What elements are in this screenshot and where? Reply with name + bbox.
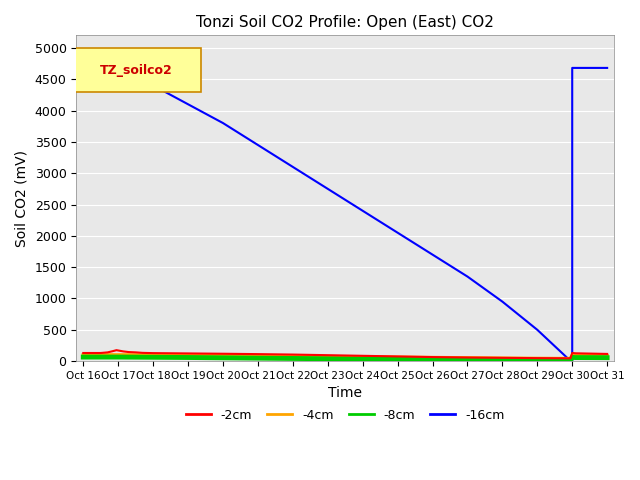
-2cm <box>429 354 436 360</box>
-16cm <box>565 356 573 362</box>
-16cm <box>219 120 227 126</box>
-2cm <box>566 355 574 361</box>
-16cm <box>324 186 332 192</box>
-16cm <box>394 230 401 236</box>
-4cm <box>572 353 580 359</box>
FancyBboxPatch shape <box>72 48 201 92</box>
Line: -4cm: -4cm <box>83 355 607 359</box>
-16cm <box>149 83 157 88</box>
-16cm <box>184 101 192 107</box>
Line: -16cm: -16cm <box>83 68 607 361</box>
-4cm <box>115 352 122 358</box>
-4cm <box>394 354 401 360</box>
Text: TZ_soilco2: TZ_soilco2 <box>100 64 173 77</box>
-2cm <box>104 349 111 355</box>
-16cm <box>534 327 541 333</box>
-16cm <box>604 65 611 71</box>
-4cm <box>566 356 574 361</box>
-4cm <box>499 355 506 361</box>
-8cm <box>359 356 367 362</box>
-4cm <box>568 352 576 358</box>
-4cm <box>184 352 192 358</box>
-8cm <box>429 357 436 362</box>
Line: -8cm: -8cm <box>83 357 607 360</box>
-4cm <box>289 353 297 359</box>
-16cm <box>568 358 576 364</box>
-8cm <box>572 355 580 360</box>
-2cm <box>97 350 104 356</box>
Title: Tonzi Soil CO2 Profile: Open (East) CO2: Tonzi Soil CO2 Profile: Open (East) CO2 <box>196 15 494 30</box>
Legend: -2cm, -4cm, -8cm, -16cm: -2cm, -4cm, -8cm, -16cm <box>180 404 509 427</box>
-2cm <box>534 355 541 361</box>
-2cm <box>113 348 120 353</box>
-8cm <box>534 358 541 363</box>
-8cm <box>219 355 227 360</box>
-4cm <box>219 353 227 359</box>
-8cm <box>324 356 332 361</box>
-4cm <box>429 355 436 360</box>
-2cm <box>109 348 116 354</box>
-16cm <box>359 208 367 214</box>
-4cm <box>324 354 332 360</box>
-8cm <box>463 357 471 363</box>
-8cm <box>394 357 401 362</box>
-4cm <box>604 353 611 359</box>
-2cm <box>79 350 87 356</box>
-2cm <box>499 355 506 360</box>
-2cm <box>359 353 367 359</box>
X-axis label: Time: Time <box>328 386 362 400</box>
-4cm <box>359 354 367 360</box>
-8cm <box>499 357 506 363</box>
-16cm <box>115 65 122 71</box>
-16cm <box>463 274 471 279</box>
-16cm <box>568 65 576 71</box>
-16cm <box>499 299 506 304</box>
Y-axis label: Soil CO2 (mV): Soil CO2 (mV) <box>15 150 29 247</box>
-2cm <box>139 350 147 356</box>
-8cm <box>289 356 297 361</box>
-2cm <box>184 350 192 356</box>
-8cm <box>254 355 262 361</box>
-2cm <box>394 354 401 360</box>
-8cm <box>79 354 87 360</box>
-8cm <box>115 354 122 360</box>
-2cm <box>219 351 227 357</box>
-2cm <box>116 348 124 354</box>
-8cm <box>604 355 611 360</box>
-2cm <box>568 350 576 356</box>
-2cm <box>254 351 262 357</box>
-4cm <box>463 355 471 361</box>
Line: -2cm: -2cm <box>83 350 607 358</box>
-4cm <box>149 352 157 358</box>
-8cm <box>184 355 192 360</box>
-4cm <box>254 353 262 359</box>
-16cm <box>79 65 87 71</box>
-4cm <box>534 356 541 361</box>
-2cm <box>125 349 132 355</box>
-2cm <box>120 348 127 354</box>
-2cm <box>463 355 471 360</box>
-16cm <box>254 142 262 148</box>
-16cm <box>289 164 297 170</box>
-2cm <box>324 352 332 358</box>
-2cm <box>604 351 611 357</box>
-8cm <box>149 354 157 360</box>
-2cm <box>572 350 580 356</box>
-4cm <box>79 352 87 358</box>
-2cm <box>149 350 157 356</box>
-8cm <box>566 358 574 363</box>
-8cm <box>568 355 576 360</box>
-16cm <box>429 252 436 257</box>
-2cm <box>132 349 140 355</box>
-2cm <box>289 352 297 358</box>
